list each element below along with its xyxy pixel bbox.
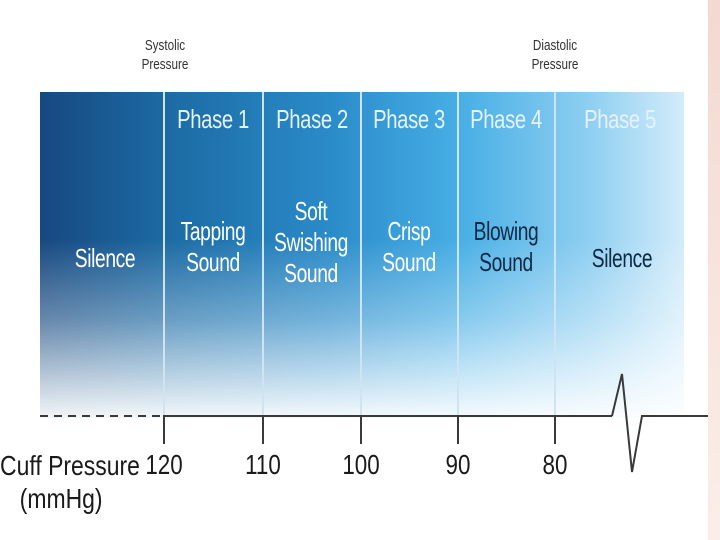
- phase-4-sound-line-2: Sound: [479, 247, 533, 277]
- systolic-line-2: Pressure: [141, 56, 189, 73]
- tick-mark-80: [554, 416, 556, 444]
- silence-before-line-1: Silence: [74, 243, 136, 273]
- phase-2-sound-line-2: Swishing: [273, 227, 349, 257]
- phase-5-sound-line-1: Silence: [591, 243, 653, 273]
- phase-2-sound-line-3: Sound: [284, 258, 338, 288]
- phase-4-sound-line-1: Blowing: [473, 216, 539, 246]
- phase-3-sound: Crisp Sound: [368, 216, 449, 278]
- tick-mark-110: [262, 416, 264, 444]
- phase-2-sound: Soft Swishing Sound: [270, 196, 351, 289]
- phase-panel: [40, 92, 684, 418]
- divider-110: [262, 92, 264, 418]
- phase-3-sound-line-2: Sound: [382, 247, 436, 277]
- zone-silence-before-label: Silence: [64, 243, 145, 274]
- tick-label-110: 110: [245, 449, 281, 480]
- divider-100: [360, 92, 362, 418]
- diastolic-line-2: Pressure: [531, 56, 579, 73]
- phase-5-title: Phase 5: [584, 104, 656, 134]
- phase-3-sound-line-1: Crisp: [387, 216, 431, 246]
- tick-label-100: 100: [342, 449, 380, 480]
- slide-edge-strip: [708, 0, 720, 540]
- diastolic-line-1: Diastolic: [532, 37, 578, 54]
- phase-1-sound: Tapping Sound: [172, 216, 253, 278]
- axis-title-line-2: (mmHg): [19, 483, 103, 514]
- divider-80: [554, 92, 556, 418]
- phase-1-title: Phase 1: [177, 104, 249, 134]
- phase-1-sound-line-1: Tapping: [180, 216, 246, 246]
- tick-mark-120: [163, 416, 165, 444]
- cuff-pressure-axis-title: Cuff Pressure (mmHg): [0, 449, 140, 515]
- diastolic-pressure-label: Diastolic Pressure: [524, 36, 586, 74]
- divider-90: [457, 92, 459, 418]
- phase-1-sound-line-2: Sound: [186, 247, 240, 277]
- pulse-waveform: [611, 373, 708, 473]
- divider-120: [163, 92, 165, 418]
- axis-title-line-1: Cuff Pressure: [0, 450, 140, 481]
- tick-mark-90: [457, 416, 459, 444]
- phase-4-sound: Blowing Sound: [465, 216, 546, 278]
- phase-5-sound: Silence: [581, 243, 662, 274]
- phase-2-title: Phase 2: [276, 104, 348, 134]
- phase-2-sound-line-1: Soft: [294, 196, 328, 226]
- pressure-baseline: [40, 373, 708, 473]
- systolic-pressure-label: Systolic Pressure: [134, 36, 196, 74]
- systolic-line-1: Systolic: [144, 37, 186, 54]
- tick-label-80: 80: [542, 449, 568, 480]
- phase-3-title: Phase 3: [373, 104, 445, 134]
- phase-4-title: Phase 4: [470, 104, 542, 134]
- tick-mark-100: [360, 416, 362, 444]
- tick-label-90: 90: [445, 449, 471, 480]
- tick-label-120: 120: [145, 449, 183, 480]
